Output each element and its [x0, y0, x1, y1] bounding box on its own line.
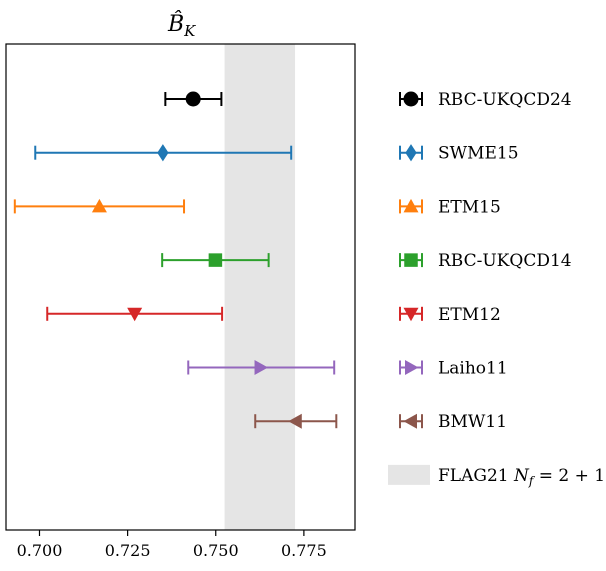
- legend-item-etm12: ETM12: [399, 305, 501, 325]
- x-tick-label: 0.700: [17, 541, 63, 560]
- chart-title-main: B̂: [167, 11, 184, 37]
- legend-label: FLAG21 Nf = 2 + 1: [438, 466, 605, 488]
- legend-label: BMW11: [438, 412, 507, 432]
- flag-band: [224, 44, 296, 530]
- marker-square: [208, 253, 223, 267]
- chart-title-sub: K: [183, 22, 196, 40]
- legend-marker-triangle-right: [405, 360, 419, 375]
- point-rbc-ukqcd14: [161, 253, 270, 268]
- legend-item-rbc-ukqcd14: RBC-UKQCD14: [399, 251, 572, 271]
- chart-title: B̂K: [167, 11, 196, 40]
- x-tick-label: 0.750: [193, 541, 239, 560]
- legend-item-bmw11: BMW11: [399, 412, 507, 432]
- legend-item-flag21: FLAG21 Nf = 2 + 1: [388, 464, 605, 488]
- x-tick-label: 0.725: [105, 541, 151, 560]
- legend: RBC-UKQCD24 SWME15 ETM15 RBC-UKQCD14 ETM12 La…: [388, 90, 605, 488]
- legend-item-etm15: ETM15: [399, 197, 501, 217]
- marker-triangle-up: [91, 198, 107, 213]
- legend-item-swme15: SWME15: [399, 144, 519, 164]
- point-laiho11: [187, 360, 336, 375]
- point-bmw11: [254, 413, 338, 429]
- legend-label: SWME15: [438, 144, 519, 164]
- legend-label: ETM15: [438, 197, 501, 217]
- legend-label: RBC-UKQCD24: [438, 90, 572, 110]
- legend-label: ETM12: [438, 305, 501, 325]
- plot-area: 0.700 0.725 0.750 0.775: [5, 43, 356, 560]
- marker-triangle-right: [254, 360, 269, 375]
- legend-band-swatch: [388, 464, 430, 485]
- legend-marker-square: [404, 253, 418, 267]
- legend-marker-triangle-down: [403, 307, 419, 322]
- legend-item-laiho11: Laiho11: [399, 359, 508, 379]
- marker-triangle-down: [127, 307, 143, 322]
- legend-marker-triangle-up: [403, 198, 419, 213]
- legend-marker-triangle-left: [403, 413, 417, 429]
- legend-marker-circle: [403, 91, 419, 107]
- legend-label: Laiho11: [438, 359, 508, 379]
- marker-circle: [185, 91, 201, 107]
- x-tick-label: 0.775: [281, 541, 327, 560]
- point-rbc-ukqcd24: [164, 91, 223, 107]
- point-etm15: [13, 198, 186, 214]
- legend-label: RBC-UKQCD14: [438, 251, 572, 271]
- legend-marker-diamond: [405, 144, 417, 162]
- legend-item-rbc-ukqcd24: RBC-UKQCD24: [399, 90, 572, 110]
- marker-triangle-left: [288, 413, 302, 429]
- point-etm12: [46, 306, 224, 322]
- axes-frame: [5, 43, 356, 531]
- point-swme15: [34, 144, 293, 162]
- marker-diamond: [157, 144, 169, 162]
